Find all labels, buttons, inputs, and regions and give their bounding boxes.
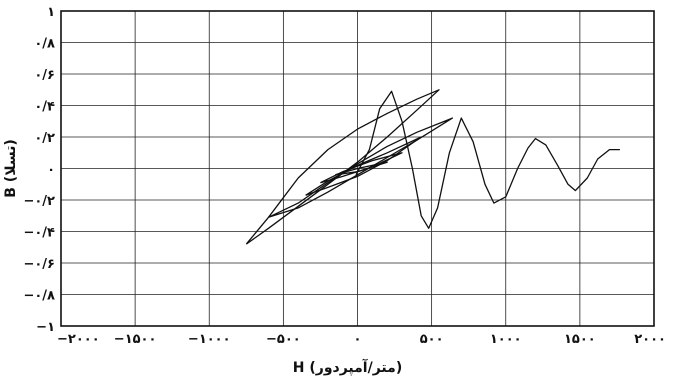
curves [245,89,620,245]
y-tick-label: −۰/۲ [23,194,55,209]
x-tick-labels: −۲۰۰۰ −۱۵۰۰ −۱۰۰۰ −۵۰۰ ۰ ۵۰۰ ۱۰۰۰ ۱۵۰۰ ۲۰۰۰ [57,332,666,347]
series-line [320,152,403,184]
y-tick-label: −۰/۶ [23,257,55,272]
y-tick-label: ۰/۶ [34,68,55,83]
plot-frame [60,10,655,327]
x-tick-label: ۲۰۰۰ [634,332,666,347]
y-tick-label: ۰/۴ [34,100,55,115]
x-tick-label: −۲۰۰۰ [57,332,100,347]
x-tick-label: ۰ [354,332,362,347]
y-tick-label: −۰/۴ [23,226,55,241]
x-tick-label: ۵۰۰ [420,332,444,347]
series-line [335,161,388,176]
y-tick-label: ۰/۸ [34,37,55,52]
y-tick-label: ۰ [47,163,55,178]
y-axis-title: B (تسلا) [3,139,19,198]
y-tick-label: ۰/۲ [34,131,55,146]
x-tick-label: ۱۰۰۰ [490,332,522,347]
y-tick-label: −۱ [36,320,55,335]
y-tick-labels: ۱ ۰/۸ ۰/۶ ۰/۴ ۰/۲ ۰ −۰/۲ −۰/۴ −۰/۶ −۰/۸ −۱ [23,5,55,335]
x-axis-title: H (متر/آمپردور) [293,358,402,376]
x-tick-label: −۱۵۰۰ [114,332,157,347]
grid [60,10,655,327]
y-tick-label: ۱ [47,5,55,20]
series-line [245,89,440,245]
series-line [268,117,454,218]
x-tick-label: −۵۰۰ [266,332,301,347]
series-line [305,136,422,196]
series-line [355,90,620,229]
y-tick-label: −۰/۸ [23,289,55,304]
x-tick-label: −۱۰۰۰ [188,332,231,347]
x-tick-label: ۱۵۰۰ [564,332,596,347]
